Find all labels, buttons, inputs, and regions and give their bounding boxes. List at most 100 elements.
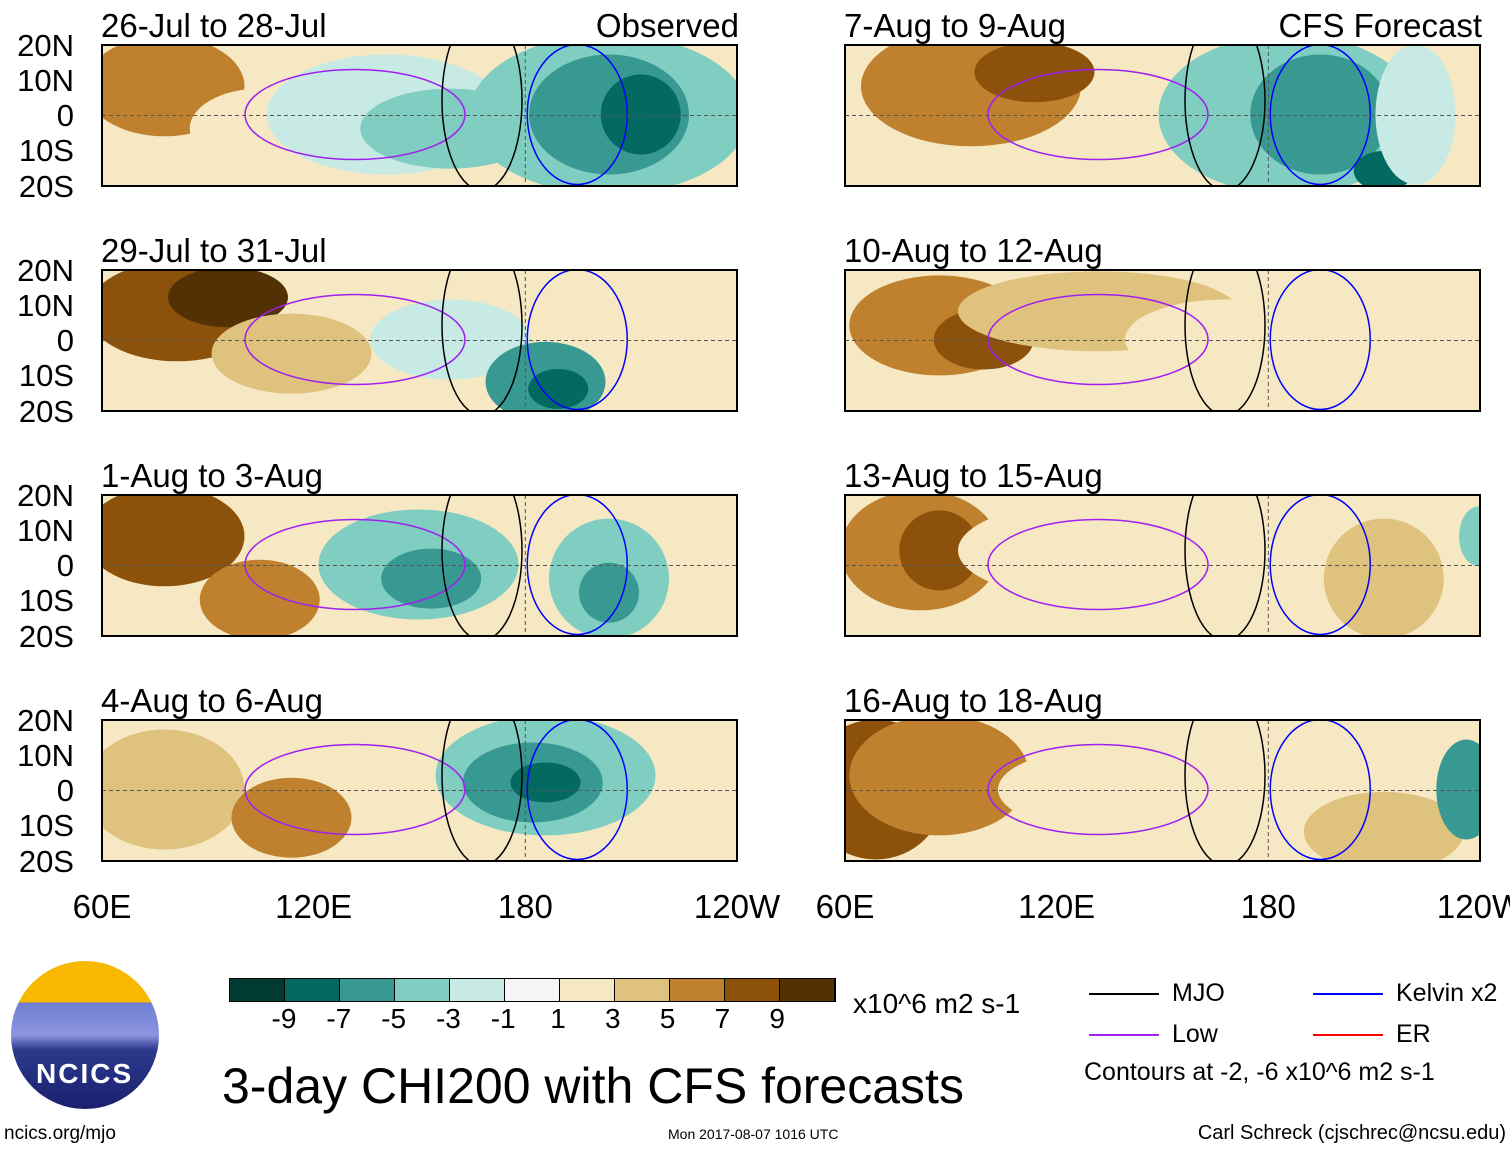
lat-label: 0 <box>56 773 74 808</box>
contour <box>441 45 523 186</box>
map-panel <box>844 269 1481 412</box>
panel-frame <box>844 269 1481 412</box>
contour <box>987 518 1209 611</box>
anomaly-shading <box>168 270 288 328</box>
lon-label: 120E <box>275 888 353 925</box>
anomaly-shading <box>1250 54 1391 175</box>
map-panel <box>844 494 1481 637</box>
colorbar-swatch <box>560 979 615 1001</box>
contour <box>987 743 1209 836</box>
panel-tag: Observed <box>595 7 739 44</box>
anomaly-shading <box>1125 299 1325 380</box>
lat-label: 0 <box>56 323 74 358</box>
colorbar-swatch <box>285 979 340 1001</box>
legend-label: Low <box>1172 1020 1218 1048</box>
anomaly-shading <box>102 495 245 587</box>
contour <box>1269 495 1371 636</box>
lat-label: 20S <box>18 394 74 429</box>
legend-label: Kelvin x2 <box>1396 979 1498 1007</box>
colorbar <box>229 978 836 1002</box>
contour <box>1184 495 1266 636</box>
colorbar-label: 9 <box>769 1003 785 1034</box>
colorbar-swatch <box>450 979 505 1001</box>
lat-label: 10S <box>18 583 74 618</box>
contour <box>441 720 523 861</box>
map-panel <box>844 44 1481 187</box>
lat-label: 20S <box>18 844 74 879</box>
panel-title: 10-Aug to 12-Aug <box>844 232 1103 269</box>
panel-title: 1-Aug to 3-Aug <box>101 457 323 494</box>
lat-label: 10N <box>17 63 74 98</box>
panel-frame <box>844 44 1481 187</box>
anomaly-shading <box>1323 518 1444 636</box>
colorbar-label: -5 <box>381 1003 407 1034</box>
url: ncics.org/mjo <box>4 1123 116 1144</box>
colorbar-swatch <box>505 979 560 1001</box>
ncics-logo <box>11 961 159 1109</box>
lat-label: 10S <box>18 133 74 168</box>
legend-line-mjo <box>1089 993 1159 995</box>
lat-label: 10N <box>17 738 74 773</box>
colorbar-swatch <box>725 979 780 1001</box>
anomaly-shading <box>600 74 681 155</box>
panel-frame <box>844 719 1481 862</box>
legend-line-er <box>1313 1034 1383 1036</box>
panel-title: 26-Jul to 28-Jul <box>101 7 327 44</box>
main-title: 3-day CHI200 with CFS forecasts <box>222 1058 964 1114</box>
anomaly-shading <box>370 299 531 380</box>
panel-tag: CFS Forecast <box>1278 7 1482 44</box>
legend-line-kelvin <box>1313 993 1383 995</box>
contour <box>526 270 628 411</box>
panel-title: 16-Aug to 18-Aug <box>844 682 1103 719</box>
legend-label: MJO <box>1172 979 1225 1007</box>
lon-label: 180 <box>497 888 553 925</box>
lat-label: 20S <box>18 619 74 654</box>
lon-label: 60E <box>72 888 132 925</box>
anomaly-shading <box>102 729 245 850</box>
contour <box>244 68 466 161</box>
lat-label: 20N <box>17 28 74 63</box>
colorbar-swatch <box>615 979 670 1001</box>
anomaly-shading <box>381 548 482 609</box>
colorbar-label: 3 <box>605 1003 621 1034</box>
lon-label: 120W <box>1436 888 1510 925</box>
lat-label: 10S <box>18 358 74 393</box>
anomaly-shading <box>1303 791 1464 861</box>
anomaly-shading <box>528 368 589 409</box>
anomaly-shading <box>998 749 1198 830</box>
legend-label: ER <box>1396 1020 1431 1048</box>
panel-title: 13-Aug to 15-Aug <box>844 457 1103 494</box>
lon-label: 180 <box>1240 888 1296 925</box>
credit: Carl Schreck (cjschrec@ncsu.edu) <box>1197 1122 1506 1144</box>
contour <box>441 495 523 636</box>
panel-title: 7-Aug to 9-Aug <box>844 7 1066 44</box>
contour <box>244 293 466 386</box>
colorbar-label: 5 <box>659 1003 676 1034</box>
contour <box>526 45 628 186</box>
colorbar-label: -7 <box>326 1003 352 1034</box>
anomaly-shading <box>958 500 1238 601</box>
timestamp: Mon 2017-08-07 1016 UTC <box>668 1126 839 1142</box>
contour <box>1269 720 1371 861</box>
anomaly-shading <box>1375 45 1456 185</box>
anomaly-shading <box>579 562 639 623</box>
contour <box>244 743 466 836</box>
lat-label: 0 <box>56 98 74 133</box>
map-panel <box>101 719 738 862</box>
panel-frame <box>101 44 738 187</box>
colorbar-label: -3 <box>435 1003 461 1034</box>
contour <box>987 293 1209 386</box>
lon-label: 60E <box>815 888 875 925</box>
panel-frame <box>101 269 738 412</box>
colorbar-label: -1 <box>490 1003 516 1034</box>
panel-frame <box>101 494 738 637</box>
panel-frame <box>101 719 738 862</box>
logo-text: NCICS <box>36 1058 134 1089</box>
contour <box>1184 45 1266 186</box>
colorbar-swatch <box>230 979 285 1001</box>
contour <box>1269 270 1371 411</box>
colorbar-swatch <box>395 979 450 1001</box>
lon-label: 120W <box>693 888 781 925</box>
lat-label: 10N <box>17 288 74 323</box>
